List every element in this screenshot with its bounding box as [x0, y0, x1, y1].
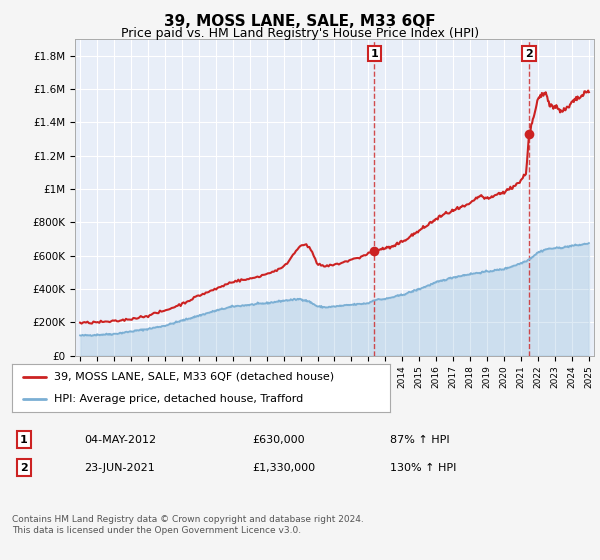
- Text: 1: 1: [370, 49, 378, 59]
- Text: £1,330,000: £1,330,000: [252, 463, 315, 473]
- Text: 130% ↑ HPI: 130% ↑ HPI: [390, 463, 457, 473]
- Text: 2: 2: [525, 49, 533, 59]
- Text: 23-JUN-2021: 23-JUN-2021: [84, 463, 155, 473]
- Text: HPI: Average price, detached house, Trafford: HPI: Average price, detached house, Traf…: [53, 394, 303, 404]
- Text: Contains HM Land Registry data © Crown copyright and database right 2024.
This d: Contains HM Land Registry data © Crown c…: [12, 515, 364, 535]
- Text: £630,000: £630,000: [252, 435, 305, 445]
- Text: Price paid vs. HM Land Registry's House Price Index (HPI): Price paid vs. HM Land Registry's House …: [121, 27, 479, 40]
- Text: 87% ↑ HPI: 87% ↑ HPI: [390, 435, 449, 445]
- Text: 2: 2: [20, 463, 28, 473]
- Text: 04-MAY-2012: 04-MAY-2012: [84, 435, 156, 445]
- Text: 39, MOSS LANE, SALE, M33 6QF: 39, MOSS LANE, SALE, M33 6QF: [164, 14, 436, 29]
- Text: 39, MOSS LANE, SALE, M33 6QF (detached house): 39, MOSS LANE, SALE, M33 6QF (detached h…: [53, 372, 334, 382]
- Text: 1: 1: [20, 435, 28, 445]
